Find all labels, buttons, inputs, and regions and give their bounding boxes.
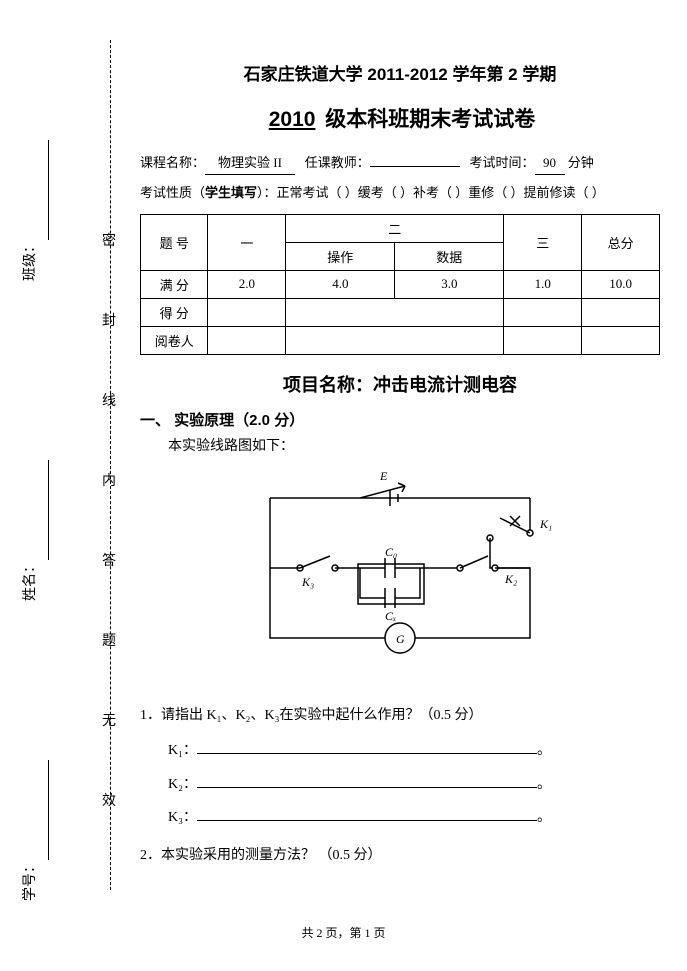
got-3[interactable] xyxy=(504,298,582,326)
got-2[interactable] xyxy=(286,298,504,326)
exam-nature-line: 考试性质（学生填写）：正常考试（ ）缓考（ ）补考（ ）重修（ ）提前修读（ ） xyxy=(140,183,660,204)
th-op: 操作 xyxy=(286,242,395,270)
course-label: 课程名称： xyxy=(140,155,205,170)
seal-char-5: 答 xyxy=(102,550,116,570)
r-marker: 阅卷人 xyxy=(141,326,208,354)
k2-label: K₂： xyxy=(168,777,197,792)
th-two: 二 xyxy=(286,214,504,242)
time-value: 90 xyxy=(535,153,565,175)
answer-k1: K₁： 。 xyxy=(168,734,660,768)
lbl-CX: Cₓ xyxy=(385,609,396,623)
k1-blank[interactable] xyxy=(197,753,537,754)
circuit-diagram: E K₁ K₃ K₂ C₀ Cₓ G xyxy=(230,468,570,683)
nature-rest: ）：正常考试（ ）缓考（ ）补考（ ）重修（ ）提前修读（ ） xyxy=(257,185,605,200)
university-title: 石家庄铁道大学 2011-2012 学年第 2 学期 xyxy=(140,60,660,85)
seal-char-3: 线 xyxy=(102,390,116,410)
seal-char-2: 封 xyxy=(102,310,116,330)
teacher-label: 任课教师： xyxy=(305,155,370,170)
v3: 3.0 xyxy=(395,270,504,298)
v1: 2.0 xyxy=(208,270,286,298)
question-1: 1．请指出 K₁、K₂、K₃在实验中起什么作用？（0.5 分） xyxy=(140,703,660,728)
got-1[interactable] xyxy=(208,298,286,326)
main-content: 石家庄铁道大学 2011-2012 学年第 2 学期 2010 级本科班期末考试… xyxy=(140,60,660,874)
course-info-line: 课程名称：物理实验 II 任课教师： 考试时间：90 分钟 xyxy=(140,153,660,175)
r-got: 得 分 xyxy=(141,298,208,326)
exam-title: 2010 级本科班期末考试试卷 xyxy=(140,103,660,133)
mk-3[interactable] xyxy=(504,326,582,354)
lbl-E: E xyxy=(379,469,388,483)
lbl-G: G xyxy=(396,632,405,646)
k2-period: 。 xyxy=(537,777,551,792)
th-total: 总分 xyxy=(582,214,660,270)
label-class: 班级： xyxy=(19,239,39,281)
v2: 4.0 xyxy=(286,270,395,298)
got-4[interactable] xyxy=(582,298,660,326)
answer-k2: K₂： 。 xyxy=(168,768,660,802)
lbl-K3: K₃ xyxy=(301,575,314,589)
question-2: 2．本实验采用的测量方法？ （0.5 分） xyxy=(140,843,660,868)
k1-label: K₁： xyxy=(168,743,197,758)
seal-char-1: 密 xyxy=(102,230,116,250)
time-label: 考试时间： xyxy=(470,155,535,170)
binding-margin: 班级： 姓名： 学号： 密 封 线 内 答 题 无 效 xyxy=(0,0,130,900)
seal-char-8: 效 xyxy=(102,790,116,810)
teacher-blank[interactable] xyxy=(370,166,460,167)
line-id xyxy=(48,760,49,860)
k3-blank[interactable] xyxy=(197,820,537,821)
seal-char-4: 内 xyxy=(102,470,116,490)
label-id: 学号： xyxy=(19,859,39,901)
line-name xyxy=(48,460,49,560)
seal-char-7: 无 xyxy=(102,710,116,730)
r-full: 满 分 xyxy=(141,270,208,298)
score-table: 题 号 一 二 三 总分 操作 数据 满 分 2.0 4.0 3.0 1.0 1… xyxy=(140,214,660,355)
k3-label: K₃： xyxy=(168,810,197,825)
v4: 1.0 xyxy=(504,270,582,298)
course-value: 物理实验 II xyxy=(205,153,295,175)
k3-period: 。 xyxy=(537,810,551,825)
mk-1[interactable] xyxy=(208,326,286,354)
lbl-K1: K₁ xyxy=(539,517,552,531)
k2-blank[interactable] xyxy=(197,787,537,788)
line-class xyxy=(48,140,49,240)
answer-k3: K₃： 。 xyxy=(168,801,660,835)
th-one: 一 xyxy=(208,214,286,270)
th-data: 数据 xyxy=(395,242,504,270)
project-title: 项目名称：冲击电流计测电容 xyxy=(140,371,660,397)
v5: 10.0 xyxy=(582,270,660,298)
k1-period: 。 xyxy=(537,743,551,758)
lbl-C0: C₀ xyxy=(385,545,397,559)
page-footer: 共 2 页，第 1 页 xyxy=(0,924,687,941)
lbl-K2: K₂ xyxy=(504,572,517,586)
seal-char-6: 题 xyxy=(102,630,116,650)
section-1-heading: 一、 实验原理（2.0 分） xyxy=(140,409,660,430)
year-underline: 2010 xyxy=(265,108,320,131)
th-three: 三 xyxy=(504,214,582,270)
section-1-intro: 本实验线路图如下： xyxy=(140,436,660,458)
nature-bold: 学生填写 xyxy=(205,185,257,200)
dashed-divider xyxy=(110,40,111,890)
label-name: 姓名： xyxy=(19,559,39,601)
title-rest: 级本科班期末考试试卷 xyxy=(319,108,535,131)
th-num: 题 号 xyxy=(141,214,208,270)
mk-4[interactable] xyxy=(582,326,660,354)
mk-2[interactable] xyxy=(286,326,504,354)
time-unit: 分钟 xyxy=(565,155,594,170)
nature-label: 考试性质（ xyxy=(140,185,205,200)
